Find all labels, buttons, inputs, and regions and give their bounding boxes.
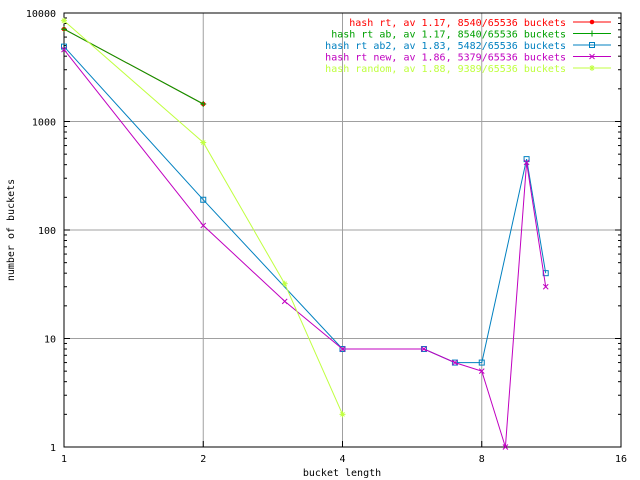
data-point-series-3 [200, 196, 207, 203]
legend-label-3: hash rt ab2, av 1.83, 5482/65536 buckets [325, 41, 566, 52]
y-tick-label: 10000 [26, 9, 56, 20]
data-point-series-4 [542, 283, 549, 290]
data-point-series-4 [200, 222, 207, 229]
series-line-3 [63, 46, 547, 364]
y-axis-ticks: 1 10 100 1000 10000 [26, 9, 621, 454]
data-point-series-5 [200, 139, 207, 146]
x-tick-label: 4 [339, 454, 345, 465]
series-line-4 [63, 49, 547, 448]
data-point-series-3 [523, 156, 530, 163]
x-tick-label: 8 [479, 454, 485, 465]
legend-marker-2 [589, 30, 595, 37]
data-point-series-4 [452, 359, 458, 366]
data-point-series-5 [281, 280, 288, 287]
y-tick-label: 10 [44, 335, 56, 346]
x-tick-label: 2 [200, 454, 206, 465]
x-tick-label: 1 [61, 454, 67, 465]
series-line-5 [63, 20, 343, 415]
legend-marker-3 [589, 42, 595, 48]
y-axis-label: number of buckets [6, 179, 17, 281]
x-axis-ticks: 1 2 4 8 16 [61, 441, 627, 465]
data-point-series-4 [421, 346, 427, 352]
data-point-series-4 [339, 346, 346, 352]
legend-marker-4 [589, 53, 595, 60]
x-axis-label: bucket length [303, 468, 381, 479]
data-point-series-4 [478, 368, 485, 375]
data-point-series-5 [61, 17, 67, 24]
y-tick-label: 1 [50, 443, 56, 454]
legend-label-4: hash rt new, av 1.86, 5379/65536 buckets [325, 53, 566, 64]
y-tick-label: 100 [38, 226, 56, 237]
data-point-series-5 [339, 411, 346, 418]
data-point-series-3 [478, 359, 485, 366]
data-point-series-4 [523, 159, 530, 166]
y-tick-label: 1000 [32, 118, 56, 129]
legend-label-1: hash rt, av 1.17, 8540/65536 buckets [349, 18, 566, 29]
data-point-series-4 [281, 298, 288, 305]
x-tick-label: 16 [615, 454, 627, 465]
data-point-series-2 [61, 26, 67, 33]
data-point-series-4 [502, 444, 509, 450]
legend: hash rt, av 1.17, 8540/65536 bucketshash… [325, 18, 611, 75]
grid-lines [64, 13, 621, 447]
data-point-series-4 [61, 46, 67, 53]
data-point-series-3 [451, 359, 458, 366]
legend-label-5: hash random, av 1.88, 9389/65536 buckets [325, 64, 566, 75]
series-line-2 [63, 28, 204, 105]
series-group [61, 17, 549, 450]
legend-marker-5 [589, 65, 595, 71]
legend-marker-1 [589, 19, 595, 25]
legend-label-2: hash rt ab, av 1.17, 8540/65536 buckets [331, 30, 566, 41]
data-point-series-2 [200, 100, 207, 107]
